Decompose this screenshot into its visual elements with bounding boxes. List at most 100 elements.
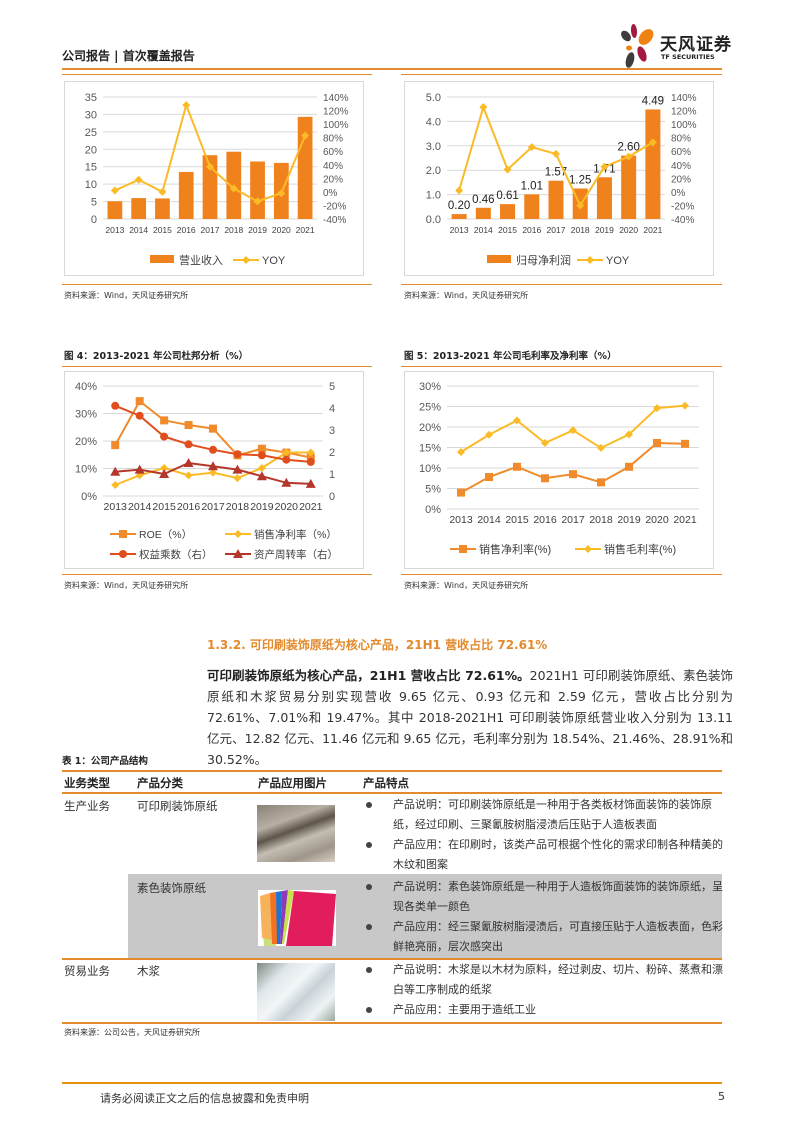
svg-text:25: 25 [85, 127, 97, 139]
svg-text:140%: 140% [671, 93, 697, 104]
svg-text:2018: 2018 [589, 514, 613, 526]
svg-text:2016: 2016 [522, 225, 541, 235]
feature-bullet: 产品应用：主要用于造纸工业 [363, 1000, 723, 1020]
table-cell-category: 木浆 [137, 964, 160, 978]
table-cell-features: 产品说明：木浆是以木材为原料，经过剥皮、切片、粉碎、蒸煮和漂白等工序制成的纸浆 … [363, 960, 723, 1020]
svg-text:10%: 10% [419, 463, 441, 475]
table-header-business: 业务类型 [64, 776, 110, 790]
company-logo: 天风证券 TF SECURITIES [620, 22, 740, 72]
svg-text:销售净利率(%): 销售净利率(%) [479, 542, 551, 556]
svg-text:2019: 2019 [248, 225, 267, 235]
svg-text:60%: 60% [323, 147, 343, 158]
svg-text:2017: 2017 [547, 225, 566, 235]
fig3-bottom-rule [401, 284, 722, 285]
svg-text:15: 15 [85, 162, 97, 174]
svg-text:20: 20 [85, 144, 97, 156]
svg-text:5: 5 [91, 197, 97, 209]
svg-text:2019: 2019 [617, 514, 641, 526]
fig3-top-rule [401, 74, 722, 75]
section-paragraph: 可印刷装饰原纸为核心产品，21H1 营收占比 72.61%。2021H1 可印刷… [207, 665, 733, 770]
svg-text:2021: 2021 [643, 225, 662, 235]
fig2-source: 资料来源：Wind，天风证券研究所 [64, 291, 189, 300]
decor-paper-rolls-image [257, 805, 335, 862]
svg-text:资产周转率（右）: 资产周转率（右） [254, 548, 338, 561]
svg-text:60%: 60% [671, 147, 691, 158]
svg-text:ROE（%）: ROE（%） [139, 529, 192, 541]
logo-text-cn: 天风证券 [660, 35, 732, 55]
wood-pulp-bales-image [257, 963, 335, 1021]
table-title: 表 1：公司产品结构 [62, 756, 148, 767]
svg-text:营业收入: 营业收入 [179, 253, 223, 267]
svg-text:30%: 30% [419, 381, 441, 393]
logo-text-en: TF SECURITIES [661, 53, 715, 61]
table-header-image: 产品应用图片 [258, 776, 327, 790]
svg-text:2016: 2016 [533, 514, 557, 526]
paragraph-body: 2021H1 可印刷装饰原纸、素色装饰原纸和木浆贸易分别实现营收 9.65 亿元… [207, 668, 734, 767]
table-header-rule [62, 792, 722, 794]
dupont-chart: 0% 10% 20% 30% 40% 0 1 2 3 4 5 2013 2014 2015 2016 2017… [64, 371, 364, 569]
svg-text:10%: 10% [75, 464, 97, 476]
revenue-chart: 0 5 10 15 20 25 30 35 -40% -20% 0% 20% 40% 60% 80% 100%… [64, 81, 364, 276]
svg-text:2018: 2018 [226, 501, 250, 513]
footer-divider [62, 1082, 722, 1084]
svg-text:1.25: 1.25 [569, 175, 591, 187]
fig2-bottom-rule [62, 284, 372, 285]
svg-text:归母净利润: 归母净利润 [516, 253, 571, 267]
svg-text:20%: 20% [323, 174, 343, 185]
svg-text:权益乘数（右）: 权益乘数（右） [139, 548, 213, 561]
header-divider [62, 68, 722, 70]
svg-text:2014: 2014 [129, 225, 148, 235]
svg-text:100%: 100% [323, 120, 349, 131]
net-profit-chart: 0.0 1.0 2.0 3.0 4.0 5.0 -40% -20% 0% 20% 40% 60% 80%… [404, 81, 714, 276]
feature-bullet: 产品说明：素色装饰原纸是一种用于人造板饰面装饰的装饰原纸，呈现各类单一颜色 [363, 877, 723, 917]
svg-text:4: 4 [329, 403, 335, 415]
svg-text:0.46: 0.46 [472, 194, 494, 206]
footer-disclaimer: 请务必阅读正文之后的信息披露和免责申明 [100, 1092, 309, 1105]
svg-text:2021: 2021 [673, 514, 697, 526]
feature-bullet: 产品说明：木浆是以木材为原料，经过剥皮、切片、粉碎、蒸煮和漂白等工序制成的纸浆 [363, 960, 723, 1000]
table-header-features: 产品特点 [363, 776, 409, 790]
svg-text:2014: 2014 [128, 501, 152, 513]
svg-text:2018: 2018 [224, 225, 243, 235]
table-cell-features: 产品说明：可印刷装饰原纸是一种用于各类板材饰面装饰的装饰原纸，经过印刷、三聚氰胺… [363, 795, 723, 875]
svg-text:2017: 2017 [561, 514, 585, 526]
feature-bullet: 产品说明：可印刷装饰原纸是一种用于各类板材饰面装饰的装饰原纸，经过印刷、三聚氰胺… [363, 795, 723, 835]
svg-text:-20%: -20% [671, 201, 694, 212]
svg-text:1.0: 1.0 [426, 190, 441, 202]
fig5-top-rule [401, 366, 722, 367]
svg-text:2019: 2019 [595, 225, 614, 235]
svg-text:5.0: 5.0 [426, 92, 441, 104]
fig2-top-rule [62, 74, 372, 75]
svg-text:销售毛利率(%): 销售毛利率(%) [604, 542, 676, 556]
svg-text:15%: 15% [419, 443, 441, 455]
section-heading: 1.3.2. 可印刷装饰原纸为核心产品，21H1 营收占比 72.61% [207, 638, 548, 652]
svg-text:-40%: -40% [323, 215, 346, 226]
table-top-rule [62, 770, 722, 772]
svg-text:100%: 100% [671, 120, 697, 131]
svg-text:0%: 0% [323, 188, 338, 199]
svg-text:0.61: 0.61 [496, 190, 518, 202]
svg-text:20%: 20% [671, 174, 691, 185]
svg-text:2019: 2019 [250, 501, 274, 513]
svg-text:YOY: YOY [606, 255, 630, 267]
table-cell-business: 生产业务 [64, 799, 110, 813]
svg-text:2017: 2017 [201, 225, 220, 235]
svg-text:2013: 2013 [449, 514, 473, 526]
svg-text:2016: 2016 [177, 225, 196, 235]
feature-bullet: 产品应用：在印刷时，该类产品可根据个性化的需求印制各种精美的木纹和图案 [363, 835, 723, 875]
svg-text:2014: 2014 [474, 225, 493, 235]
svg-text:35: 35 [85, 92, 97, 104]
svg-text:3.0: 3.0 [426, 141, 441, 153]
svg-text:30%: 30% [75, 409, 97, 421]
svg-text:0%: 0% [671, 188, 686, 199]
svg-text:0%: 0% [81, 491, 97, 503]
page-number: 5 [718, 1090, 725, 1103]
svg-text:20%: 20% [75, 436, 97, 448]
svg-text:2021: 2021 [296, 225, 315, 235]
svg-text:销售净利率（%）: 销售净利率（%） [254, 528, 337, 541]
table-cell-business: 贸易业务 [64, 964, 110, 978]
svg-text:0%: 0% [425, 504, 441, 516]
svg-text:2020: 2020 [272, 225, 291, 235]
color-swatch-fan-icon [260, 890, 336, 946]
svg-text:2015: 2015 [152, 501, 176, 513]
